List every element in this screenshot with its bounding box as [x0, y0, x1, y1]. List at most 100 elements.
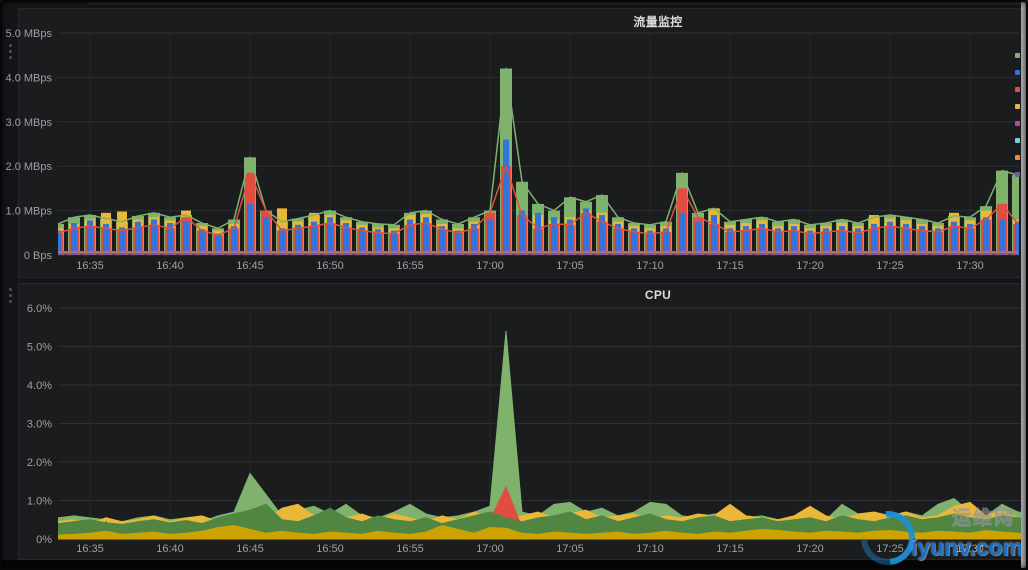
blue-bar — [247, 203, 253, 255]
traffic-chart-plot[interactable]: 0 Bps 1.0 MBps 2.0 MBps 3.0 MBps 4.0 MBps 5.0… — [6, 28, 1024, 272]
x-axis-tick-label: 17:20 — [796, 543, 824, 555]
y-axis-tick-label: 2.0 MBps — [6, 161, 53, 173]
green-line — [58, 67, 1019, 230]
blue-bar — [439, 226, 445, 255]
blue-bar — [359, 227, 365, 255]
cpu-panel-drag-handle-icon[interactable] — [9, 288, 12, 291]
x-axis-tick-label: 17:10 — [636, 543, 664, 555]
x-axis-tick-label: 17:25 — [876, 543, 904, 555]
blue-bar — [791, 226, 797, 255]
blue-bar — [823, 228, 829, 255]
blue-bar — [231, 226, 237, 255]
previous-panel-edge — [88, 0, 1028, 5]
blue-bar — [615, 223, 621, 255]
legend-series-dot[interactable] — [1015, 155, 1020, 160]
x-axis-tick-label: 17:05 — [556, 260, 584, 272]
x-axis-tick-label: 16:55 — [396, 260, 424, 272]
blue-bar — [983, 217, 989, 255]
blue-bar — [487, 219, 493, 255]
blue-bar — [775, 228, 781, 255]
x-axis-tick-label: 17:05 — [556, 543, 584, 555]
x-axis-tick-label: 16:40 — [156, 260, 184, 272]
blue-bar — [311, 221, 317, 255]
y-axis-tick-label: 0% — [36, 534, 52, 546]
blue-bar — [215, 233, 221, 255]
legend-series-dot[interactable] — [1015, 104, 1020, 109]
blue-bar — [279, 228, 285, 255]
blue-bar — [711, 215, 717, 255]
legend-series-dot[interactable] — [1015, 138, 1020, 143]
blue-bar — [58, 230, 61, 255]
blue-bar — [903, 223, 909, 255]
y-axis-tick-label: 3.0 MBps — [6, 117, 53, 129]
x-axis-tick-label: 16:45 — [236, 543, 264, 555]
legend-series-dot[interactable] — [1015, 53, 1020, 58]
blue-bar — [583, 208, 589, 255]
traffic-chart-axes: 0 Bps 1.0 MBps 2.0 MBps 3.0 MBps 4.0 MBps 5.0… — [6, 28, 984, 272]
blue-bar — [967, 223, 973, 255]
y-axis-tick-label: 1.0% — [27, 496, 52, 508]
x-axis-tick-label: 17:00 — [476, 543, 504, 555]
x-axis-tick-label: 17:20 — [796, 260, 824, 272]
cpu-panel-title[interactable]: CPU — [644, 288, 672, 302]
blue-bar — [455, 230, 461, 255]
legend-series-dot[interactable] — [1015, 70, 1020, 75]
blue-bar — [855, 228, 861, 255]
blue-bar — [743, 226, 749, 255]
x-axis-tick-label: 17:15 — [716, 543, 744, 555]
legend-series-dot[interactable] — [1015, 172, 1020, 177]
y-axis-tick-label: 5.0 MBps — [6, 28, 53, 40]
blue-bar — [103, 223, 109, 255]
blue-bar — [567, 219, 573, 255]
x-axis-tick-label: 16:50 — [316, 260, 344, 272]
blue-bar — [87, 220, 93, 255]
blue-bar — [407, 219, 413, 255]
blue-bar — [999, 219, 1005, 255]
blue-bar — [663, 228, 669, 255]
legend-series-dot[interactable] — [1015, 121, 1020, 126]
x-axis-tick-label: 16:40 — [156, 543, 184, 555]
blue-bar — [343, 223, 349, 255]
blue-bar — [167, 223, 173, 255]
blue-bar — [519, 210, 525, 255]
blue-bar — [119, 227, 125, 255]
blue-bar — [423, 217, 429, 255]
blue-bar — [327, 217, 333, 255]
red-line — [58, 165, 1019, 236]
cpu-chart-grid — [58, 307, 1028, 540]
y-axis-tick-label: 4.0 MBps — [6, 72, 53, 84]
traffic-panel-title[interactable]: 流量监控 — [633, 15, 683, 29]
blue-bar — [759, 223, 765, 255]
traffic-panel-drag-handle-icon[interactable] — [9, 44, 12, 47]
blue-bar — [599, 215, 605, 255]
light-green-area — [58, 331, 1028, 540]
y-axis-tick-label: 2.0% — [27, 457, 52, 469]
blue-bar — [535, 212, 541, 255]
cpu-chart-plot[interactable]: 0% 1.0% 2.0% 3.0% 4.0% 5.0% 6.0% 16:35 16:40 16:4… — [27, 303, 1028, 555]
vertical-scrollbar[interactable] — [1021, 0, 1027, 570]
blue-bar — [199, 229, 205, 255]
bottom-frame — [0, 560, 1028, 570]
blue-bar — [695, 221, 701, 255]
blue-bar — [503, 139, 509, 255]
blue-bar — [727, 228, 733, 255]
dark-green-area — [58, 503, 1028, 540]
blue-bar — [151, 219, 157, 255]
blue-bar — [375, 229, 381, 255]
x-axis-tick-label: 17:30 — [956, 260, 984, 272]
cpu-chart-axes: 0% 1.0% 2.0% 3.0% 4.0% 5.0% 6.0% 16:35 16:40 16:4… — [27, 303, 984, 555]
blue-bar — [839, 226, 845, 255]
blue-bar — [631, 228, 637, 255]
blue-bar — [935, 228, 941, 255]
blue-bar — [391, 230, 397, 255]
blue-bar — [807, 230, 813, 255]
blue-bar — [1015, 221, 1019, 255]
y-axis-tick-label: 4.0% — [27, 380, 52, 392]
x-axis-tick-label: 16:50 — [316, 543, 344, 555]
legend-series-dot[interactable] — [1015, 87, 1020, 92]
x-axis-tick-label: 16:35 — [76, 260, 104, 272]
blue-bar — [871, 223, 877, 255]
x-axis-tick-label: 17:00 — [476, 260, 504, 272]
blue-bar — [679, 212, 685, 255]
